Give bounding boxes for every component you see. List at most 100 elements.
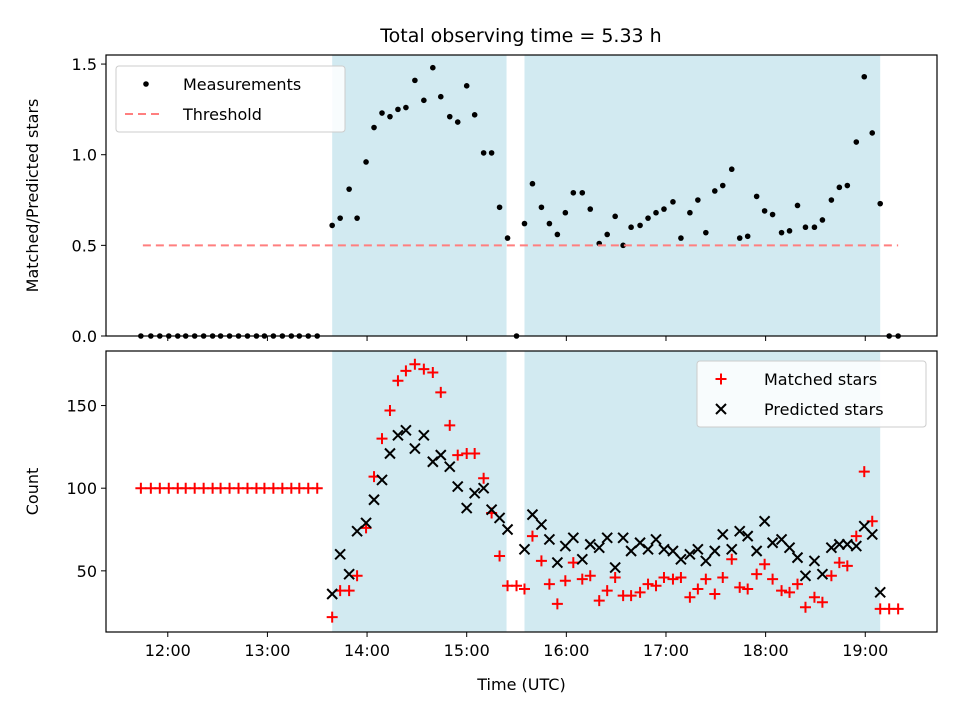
measurement-point [761, 208, 768, 214]
measurement-point [802, 224, 809, 231]
measurement-point [612, 213, 618, 220]
measurement-point [337, 215, 343, 221]
matched-point [452, 449, 464, 461]
matched-point [584, 570, 596, 582]
matched-point [751, 568, 763, 580]
predicted-point [392, 429, 404, 442]
y-tick-label: 1.5 [72, 55, 97, 74]
observing-span-1 [332, 55, 507, 336]
predicted-point [468, 487, 481, 499]
matched-point [784, 586, 796, 598]
measurement-point [844, 182, 851, 189]
measurement-point [736, 235, 743, 241]
x-tick-label: 17:00 [643, 641, 689, 660]
measurement-point [794, 202, 801, 209]
predicted-point [791, 551, 804, 564]
y-tick-label: 100 [66, 479, 97, 498]
matched-point [392, 375, 404, 387]
predicted-point [850, 540, 862, 552]
count-panel: 12:00 13:00 14:00 15:00 16:00 17:00 18:00 19:00… [23, 350, 938, 694]
measurement-point [437, 93, 444, 100]
matched-point [650, 580, 662, 592]
y-tick-label: 150 [66, 397, 97, 416]
x-tick-label: 12:00 [145, 641, 191, 660]
matched-point [559, 575, 571, 587]
predicted-point [709, 545, 721, 557]
predicted-point [351, 525, 363, 537]
predicted-point [700, 555, 712, 567]
matched-point [435, 386, 447, 398]
matched-point [351, 570, 363, 582]
series-matched-stars [135, 358, 904, 623]
measurement-point [346, 186, 352, 192]
measurement-point [620, 242, 626, 249]
measurement-point [363, 159, 369, 165]
matched-point [841, 560, 853, 572]
predicted-point [518, 543, 531, 556]
measurement-point [412, 77, 418, 84]
measurement-point [446, 113, 453, 120]
predicted-point [501, 523, 514, 536]
measurement-point [786, 228, 793, 234]
predicted-point [418, 429, 430, 442]
x-tick-label: 14:00 [344, 641, 390, 660]
matched-point [792, 578, 804, 590]
measurement-point [421, 97, 427, 104]
matched-point [427, 366, 439, 378]
measurement-point [504, 235, 511, 241]
measurement-point [529, 180, 536, 187]
matched-point [551, 598, 563, 610]
legend-label: Measurements [183, 75, 301, 94]
measurement-point [637, 222, 643, 229]
matched-point [576, 573, 588, 585]
matched-point [734, 581, 746, 593]
predicted-point [343, 568, 355, 580]
predicted-point [326, 588, 338, 600]
axes-frame [105, 350, 938, 633]
measurement-point [728, 166, 735, 173]
matched-point [535, 555, 547, 567]
y-tick-label: 1.0 [72, 146, 97, 165]
measurement-point [496, 204, 503, 211]
legend-matched-swatch [715, 373, 727, 385]
predicted-point [384, 447, 396, 460]
legend-predicted-swatch [715, 403, 727, 415]
matched-point [759, 558, 771, 570]
predicted-point [874, 586, 886, 599]
axes-frame [105, 54, 938, 337]
predicted-point [766, 537, 779, 549]
predicted-point [493, 512, 506, 524]
matched-point [634, 586, 646, 598]
predicted-point [717, 528, 729, 541]
measurement-point [463, 83, 470, 89]
measurement-point [719, 182, 726, 189]
matched-point [518, 583, 530, 595]
measurement-point [379, 110, 385, 116]
matched-point [726, 553, 738, 565]
measurement-point [836, 184, 843, 191]
predicted-point [684, 548, 696, 561]
predicted-point [750, 545, 763, 557]
predicted-point [551, 556, 564, 569]
matched-point [400, 365, 412, 377]
predicted-point [409, 442, 421, 455]
predicted-point [692, 543, 704, 556]
measurement-point [678, 235, 684, 241]
series-predicted-stars [326, 424, 886, 600]
matched-point [816, 596, 828, 608]
matched-point [700, 573, 712, 585]
measurement-point [861, 73, 868, 80]
predicted-point [783, 541, 796, 554]
matched-point [326, 611, 338, 623]
legend: Measurements Threshold [115, 65, 346, 133]
measurement-point [562, 209, 569, 216]
matched-point [567, 557, 579, 569]
measurement-point [488, 150, 495, 156]
predicted-point [593, 541, 605, 554]
predicted-point [726, 543, 738, 556]
predicted-point [535, 518, 548, 531]
x-tick-label: 13:00 [244, 641, 290, 660]
predicted-point [825, 541, 838, 554]
predicted-point [584, 538, 596, 551]
measurement-point [454, 119, 461, 125]
